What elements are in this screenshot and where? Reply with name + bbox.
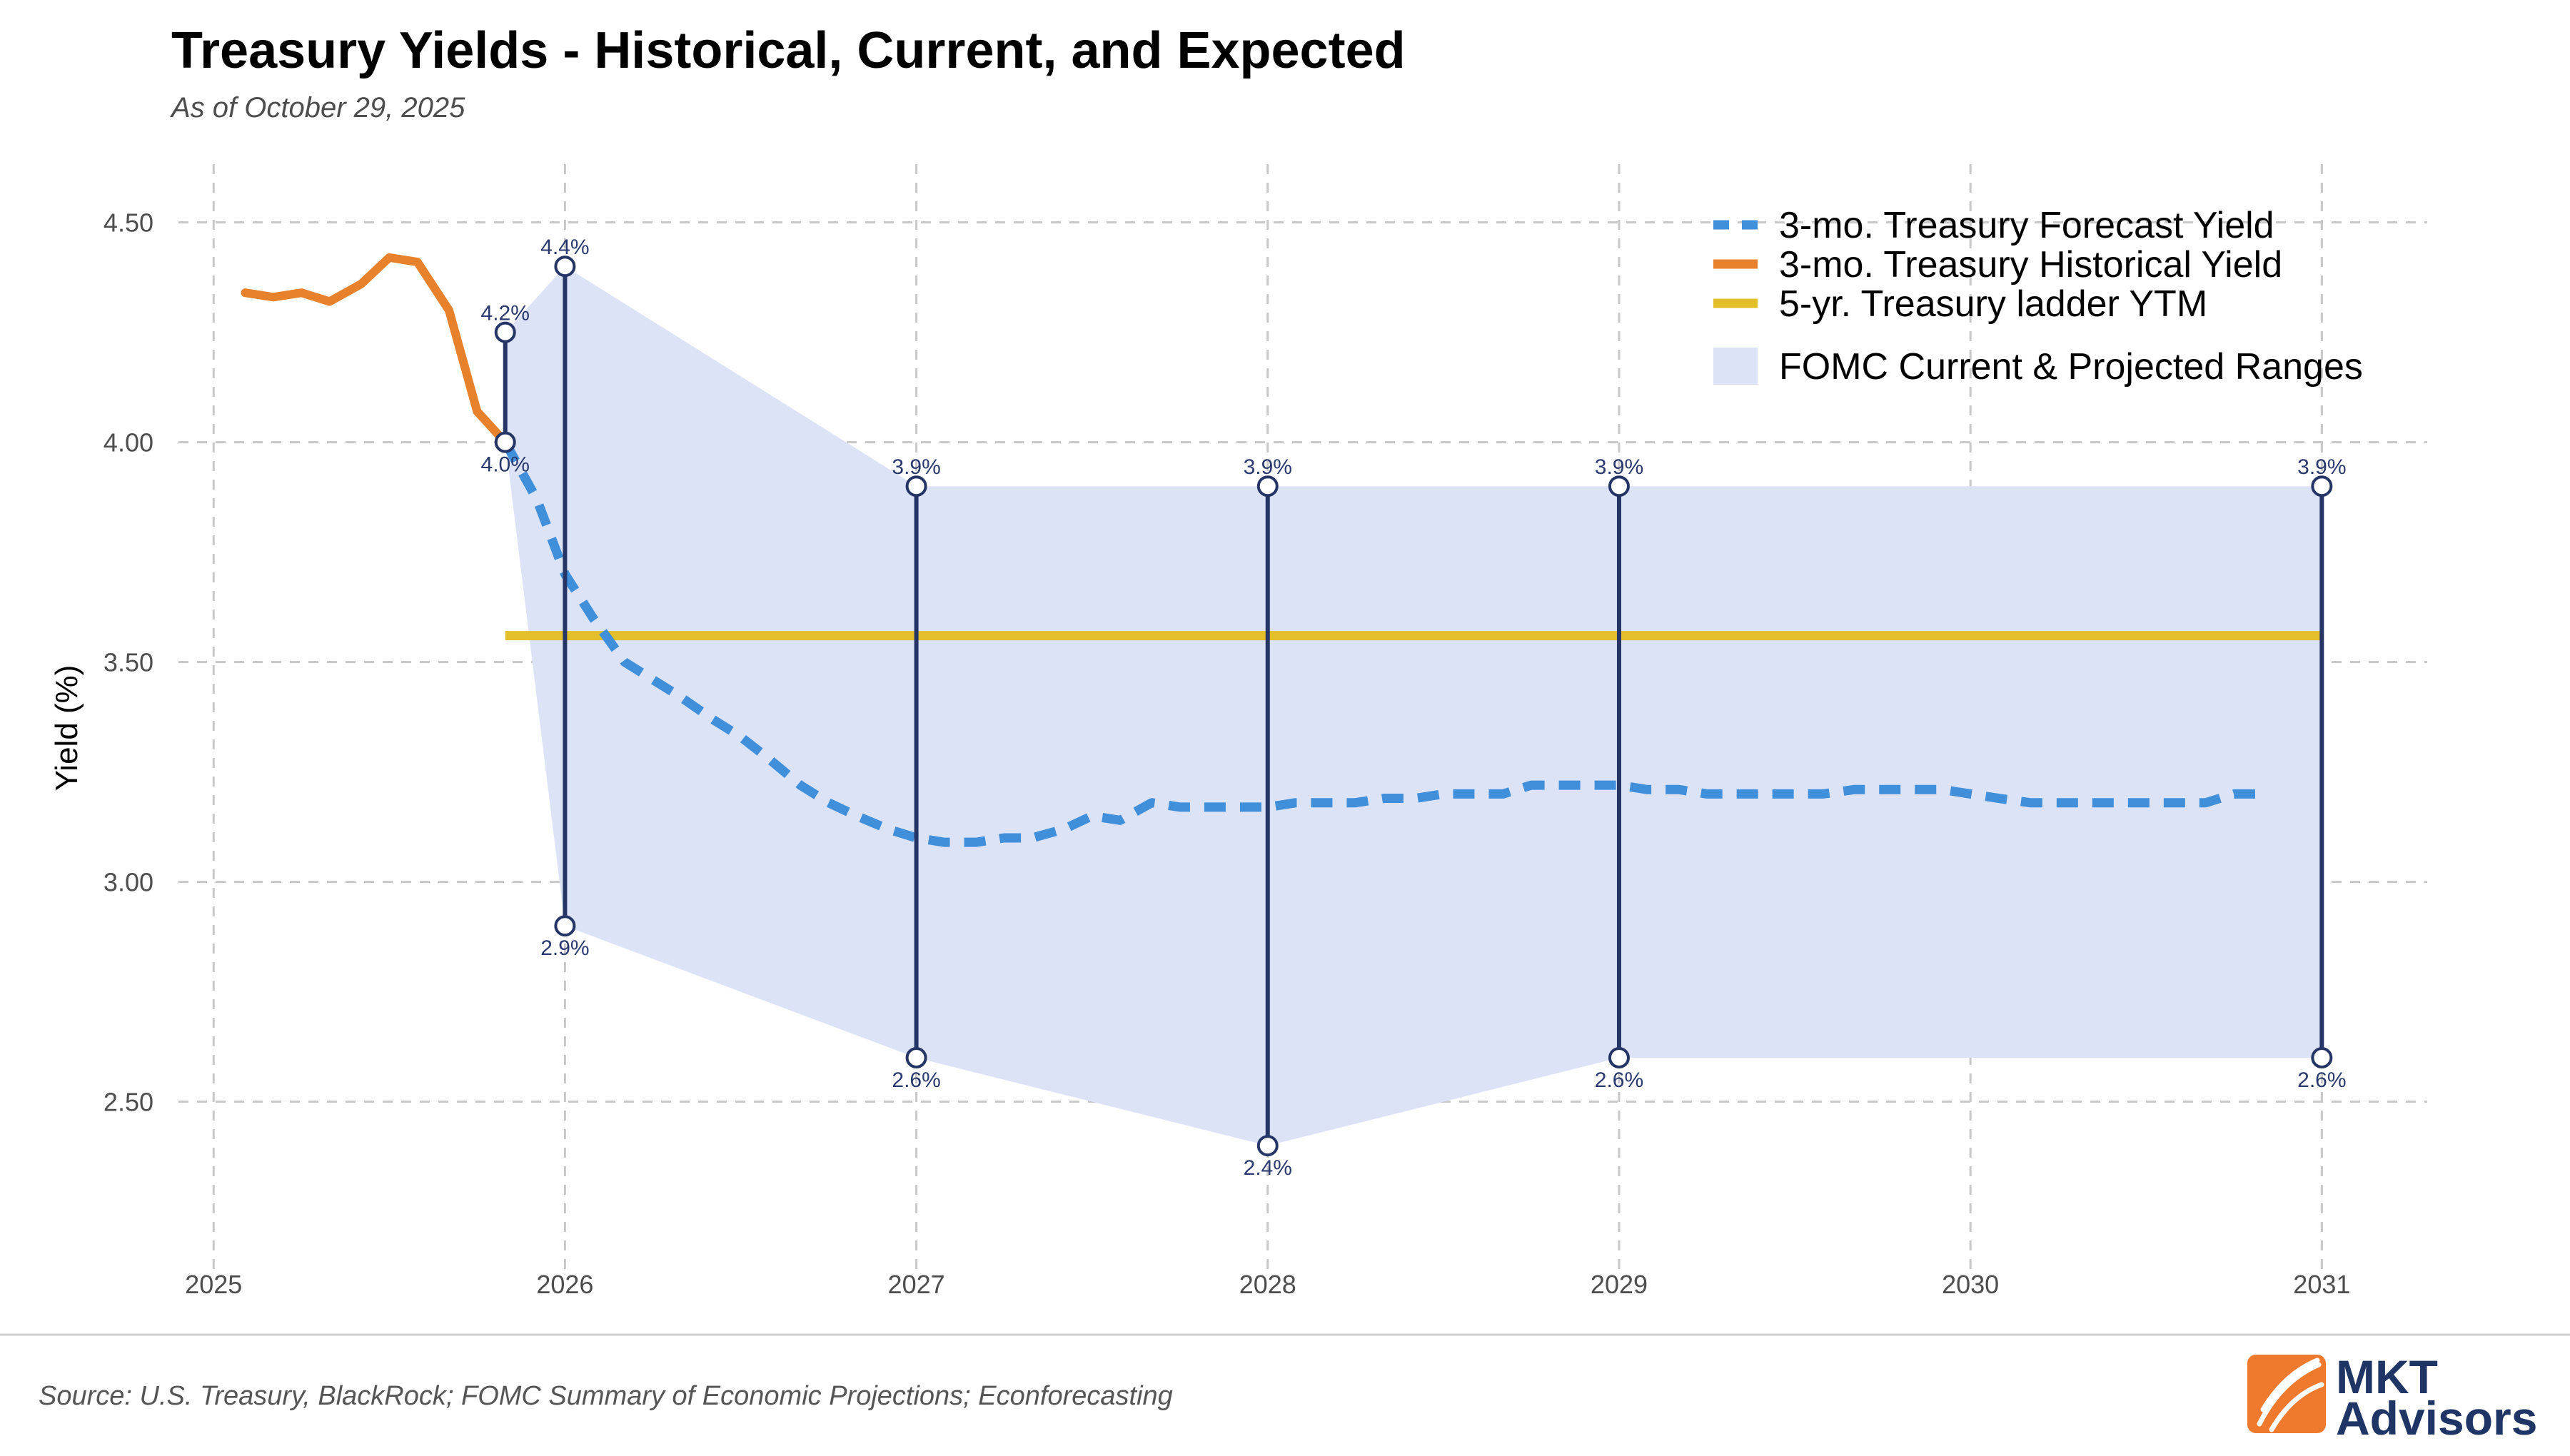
fomc-range-high-label: 3.9% bbox=[892, 455, 940, 479]
x-axis-ticks: 2025 2026 2027 2028 2029 2030 2031 bbox=[185, 1270, 2350, 1299]
logo-stripes-icon bbox=[2257, 1358, 2324, 1432]
fomc-range-low-label: 2.4% bbox=[1244, 1156, 1292, 1180]
fomc-range-low-point bbox=[554, 915, 576, 937]
legend-label-historical: 3-mo. Treasury Historical Yield bbox=[1779, 244, 2282, 285]
fomc-range-markers: 4.2% 4.0% 4.4% 2.9% 3.9% 2.6% 3.9% 2.4% 3.9% 2.6%… bbox=[481, 236, 2347, 1180]
x-tick-label: 2030 bbox=[1942, 1270, 1999, 1299]
fomc-band-area bbox=[505, 266, 2322, 1146]
chart-subtitle: As of October 29, 2025 bbox=[170, 92, 465, 123]
fomc-range-low-label: 2.6% bbox=[2297, 1068, 2346, 1092]
legend-swatch-range bbox=[1713, 348, 1758, 385]
fomc-range-low-label: 2.6% bbox=[892, 1068, 940, 1092]
fomc-range-high-label: 4.4% bbox=[540, 236, 589, 259]
fomc-range-high-point bbox=[1608, 475, 1630, 497]
y-tick-label: 2.50 bbox=[104, 1088, 153, 1117]
fomc-range-high-point bbox=[2311, 475, 2333, 497]
fomc-range-high-point bbox=[554, 256, 576, 278]
x-tick-label: 2029 bbox=[1591, 1270, 1648, 1299]
fomc-range-low-point bbox=[494, 431, 516, 453]
x-tick-label: 2025 bbox=[185, 1270, 242, 1299]
fomc-range-low-point bbox=[2311, 1047, 2333, 1068]
fomc-range-high-point bbox=[494, 321, 516, 343]
historical-yield-line bbox=[241, 253, 510, 447]
y-tick-label: 3.50 bbox=[104, 648, 153, 677]
forecast-yield-line bbox=[501, 440, 2262, 847]
x-tick-label: 2031 bbox=[2293, 1270, 2350, 1299]
fomc-range-high-label: 3.9% bbox=[2297, 455, 2346, 479]
fomc-range-high-label: 3.9% bbox=[1244, 455, 1292, 479]
logo-text-line2: Advisors bbox=[2336, 1392, 2537, 1445]
y-tick-label: 4.50 bbox=[104, 208, 153, 238]
source-note: Source: U.S. Treasury, BlackRock; FOMC S… bbox=[39, 1381, 1173, 1411]
x-tick-label: 2026 bbox=[536, 1270, 593, 1299]
legend-label-range_fill: FOMC Current & Projected Ranges bbox=[1779, 346, 2363, 388]
fomc-range-low-label: 4.0% bbox=[481, 453, 530, 477]
chart-title: Treasury Yields - Historical, Current, a… bbox=[171, 22, 1406, 79]
logo-text-line1: MKT bbox=[2336, 1350, 2438, 1403]
y-axis-ticks: 2.50 3.00 3.50 4.00 4.50 bbox=[104, 208, 153, 1117]
fomc-range-low-point bbox=[905, 1047, 927, 1068]
historical-series bbox=[241, 253, 510, 447]
fomc-range-high-point bbox=[905, 475, 927, 497]
forecast-series bbox=[501, 440, 2262, 847]
x-tick-label: 2027 bbox=[888, 1270, 945, 1299]
y-tick-label: 3.00 bbox=[104, 868, 153, 897]
fomc-range-band bbox=[505, 266, 2322, 1146]
fomc-range-low-point bbox=[1608, 1047, 1630, 1068]
y-tick-label: 4.00 bbox=[104, 428, 153, 457]
mkt-advisors-logo: MKT Advisors bbox=[2247, 1350, 2537, 1445]
fomc-range-high-label: 3.9% bbox=[1595, 455, 1643, 479]
fomc-range-high-point bbox=[1256, 475, 1279, 497]
fomc-range-low-label: 2.9% bbox=[540, 936, 589, 960]
fomc-range-high-label: 4.2% bbox=[481, 302, 530, 325]
fomc-range-low-label: 2.6% bbox=[1595, 1068, 1643, 1092]
fomc-range-low-point bbox=[1256, 1135, 1279, 1157]
legend-label-forecast: 3-mo. Treasury Forecast Yield bbox=[1779, 205, 2274, 246]
legend-label-ladder: 5-yr. Treasury ladder YTM bbox=[1779, 283, 2207, 325]
x-tick-label: 2028 bbox=[1239, 1270, 1296, 1299]
y-axis-label: Yield (%) bbox=[49, 665, 84, 792]
